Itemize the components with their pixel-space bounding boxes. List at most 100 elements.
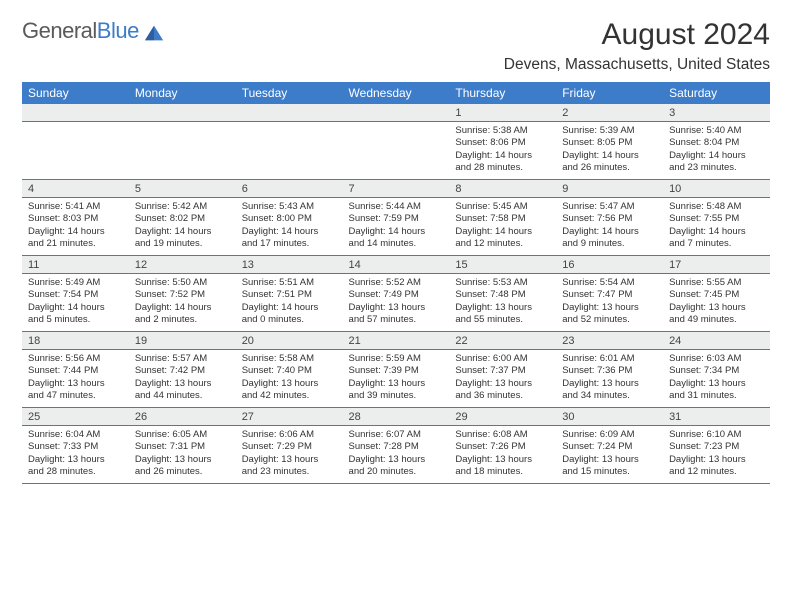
day-number-cell: 28 — [343, 408, 450, 426]
day-detail-cell: Sunrise: 5:44 AMSunset: 7:59 PMDaylight:… — [343, 198, 450, 256]
sunset-text: Sunset: 8:04 PM — [669, 137, 764, 149]
sunset-text: Sunset: 8:06 PM — [455, 137, 550, 149]
day-detail-cell: Sunrise: 5:51 AMSunset: 7:51 PMDaylight:… — [236, 274, 343, 332]
daylight-text: Daylight: 14 hours and 0 minutes. — [242, 302, 337, 327]
daylight-text: Daylight: 13 hours and 15 minutes. — [562, 454, 657, 479]
daylight-text: Daylight: 13 hours and 12 minutes. — [669, 454, 764, 479]
day-detail-cell: Sunrise: 6:07 AMSunset: 7:28 PMDaylight:… — [343, 426, 450, 484]
sunset-text: Sunset: 7:23 PM — [669, 441, 764, 453]
daylight-text: Daylight: 13 hours and 20 minutes. — [349, 454, 444, 479]
day-detail-cell: Sunrise: 6:03 AMSunset: 7:34 PMDaylight:… — [663, 350, 770, 408]
day-detail-cell: Sunrise: 5:57 AMSunset: 7:42 PMDaylight:… — [129, 350, 236, 408]
daylight-text: Daylight: 14 hours and 19 minutes. — [135, 226, 230, 251]
sunrise-text: Sunrise: 6:00 AM — [455, 353, 550, 365]
day-number-cell: 16 — [556, 256, 663, 274]
day-number-cell: 21 — [343, 332, 450, 350]
sunrise-text: Sunrise: 5:53 AM — [455, 277, 550, 289]
day-detail-cell — [343, 122, 450, 180]
sunset-text: Sunset: 7:59 PM — [349, 213, 444, 225]
detail-row: Sunrise: 5:38 AMSunset: 8:06 PMDaylight:… — [22, 122, 770, 180]
sunset-text: Sunset: 7:33 PM — [28, 441, 123, 453]
day-detail-cell: Sunrise: 5:55 AMSunset: 7:45 PMDaylight:… — [663, 274, 770, 332]
day-number-cell: 5 — [129, 180, 236, 198]
sunset-text: Sunset: 7:58 PM — [455, 213, 550, 225]
sunset-text: Sunset: 8:03 PM — [28, 213, 123, 225]
sunset-text: Sunset: 7:54 PM — [28, 289, 123, 301]
day-header: Monday — [129, 82, 236, 104]
day-detail-cell: Sunrise: 5:49 AMSunset: 7:54 PMDaylight:… — [22, 274, 129, 332]
detail-row: Sunrise: 5:41 AMSunset: 8:03 PMDaylight:… — [22, 198, 770, 256]
day-number-cell — [129, 104, 236, 122]
day-header: Thursday — [449, 82, 556, 104]
sunset-text: Sunset: 7:40 PM — [242, 365, 337, 377]
day-detail-cell: Sunrise: 5:59 AMSunset: 7:39 PMDaylight:… — [343, 350, 450, 408]
day-number-cell: 12 — [129, 256, 236, 274]
day-detail-cell: Sunrise: 5:43 AMSunset: 8:00 PMDaylight:… — [236, 198, 343, 256]
daylight-text: Daylight: 13 hours and 31 minutes. — [669, 378, 764, 403]
day-header: Saturday — [663, 82, 770, 104]
daylight-text: Daylight: 14 hours and 21 minutes. — [28, 226, 123, 251]
sunrise-text: Sunrise: 5:59 AM — [349, 353, 444, 365]
daylight-text: Daylight: 14 hours and 28 minutes. — [455, 150, 550, 175]
day-number-cell: 19 — [129, 332, 236, 350]
sunrise-text: Sunrise: 5:47 AM — [562, 201, 657, 213]
sunset-text: Sunset: 8:00 PM — [242, 213, 337, 225]
sunset-text: Sunset: 7:31 PM — [135, 441, 230, 453]
day-number-cell: 27 — [236, 408, 343, 426]
day-detail-cell: Sunrise: 5:45 AMSunset: 7:58 PMDaylight:… — [449, 198, 556, 256]
day-number-cell: 26 — [129, 408, 236, 426]
detail-row: Sunrise: 5:49 AMSunset: 7:54 PMDaylight:… — [22, 274, 770, 332]
brand-mark-icon — [143, 22, 165, 44]
sunrise-text: Sunrise: 6:07 AM — [349, 429, 444, 441]
sunset-text: Sunset: 7:56 PM — [562, 213, 657, 225]
sunrise-text: Sunrise: 6:05 AM — [135, 429, 230, 441]
sunrise-text: Sunrise: 5:40 AM — [669, 125, 764, 137]
day-detail-cell: Sunrise: 5:39 AMSunset: 8:05 PMDaylight:… — [556, 122, 663, 180]
sunrise-text: Sunrise: 5:41 AM — [28, 201, 123, 213]
daylight-text: Daylight: 13 hours and 26 minutes. — [135, 454, 230, 479]
daylight-text: Daylight: 13 hours and 36 minutes. — [455, 378, 550, 403]
sunset-text: Sunset: 8:05 PM — [562, 137, 657, 149]
sunrise-text: Sunrise: 5:43 AM — [242, 201, 337, 213]
day-detail-cell: Sunrise: 5:47 AMSunset: 7:56 PMDaylight:… — [556, 198, 663, 256]
daylight-text: Daylight: 13 hours and 49 minutes. — [669, 302, 764, 327]
brand-name-2: Blue — [97, 18, 139, 43]
daylight-text: Daylight: 13 hours and 28 minutes. — [28, 454, 123, 479]
sunrise-text: Sunrise: 6:01 AM — [562, 353, 657, 365]
day-detail-cell — [22, 122, 129, 180]
calendar-table: Sunday Monday Tuesday Wednesday Thursday… — [22, 82, 770, 484]
daynum-row: 45678910 — [22, 180, 770, 198]
daylight-text: Daylight: 13 hours and 42 minutes. — [242, 378, 337, 403]
day-header-row: Sunday Monday Tuesday Wednesday Thursday… — [22, 82, 770, 104]
daylight-text: Daylight: 13 hours and 52 minutes. — [562, 302, 657, 327]
daylight-text: Daylight: 13 hours and 18 minutes. — [455, 454, 550, 479]
day-number-cell: 23 — [556, 332, 663, 350]
daylight-text: Daylight: 14 hours and 9 minutes. — [562, 226, 657, 251]
daylight-text: Daylight: 14 hours and 26 minutes. — [562, 150, 657, 175]
sunrise-text: Sunrise: 5:38 AM — [455, 125, 550, 137]
daylight-text: Daylight: 14 hours and 5 minutes. — [28, 302, 123, 327]
day-detail-cell — [236, 122, 343, 180]
day-detail-cell: Sunrise: 6:05 AMSunset: 7:31 PMDaylight:… — [129, 426, 236, 484]
day-number-cell: 20 — [236, 332, 343, 350]
sunset-text: Sunset: 7:24 PM — [562, 441, 657, 453]
day-detail-cell: Sunrise: 5:40 AMSunset: 8:04 PMDaylight:… — [663, 122, 770, 180]
sunrise-text: Sunrise: 5:48 AM — [669, 201, 764, 213]
sunset-text: Sunset: 7:49 PM — [349, 289, 444, 301]
day-number-cell: 1 — [449, 104, 556, 122]
day-number-cell: 3 — [663, 104, 770, 122]
sunrise-text: Sunrise: 5:39 AM — [562, 125, 657, 137]
sunset-text: Sunset: 7:45 PM — [669, 289, 764, 301]
sunset-text: Sunset: 7:44 PM — [28, 365, 123, 377]
day-detail-cell: Sunrise: 6:09 AMSunset: 7:24 PMDaylight:… — [556, 426, 663, 484]
day-number-cell: 10 — [663, 180, 770, 198]
day-number-cell: 15 — [449, 256, 556, 274]
day-number-cell: 2 — [556, 104, 663, 122]
sunrise-text: Sunrise: 6:03 AM — [669, 353, 764, 365]
sunset-text: Sunset: 7:28 PM — [349, 441, 444, 453]
sunrise-text: Sunrise: 5:44 AM — [349, 201, 444, 213]
sunset-text: Sunset: 7:51 PM — [242, 289, 337, 301]
day-detail-cell: Sunrise: 5:50 AMSunset: 7:52 PMDaylight:… — [129, 274, 236, 332]
day-header: Tuesday — [236, 82, 343, 104]
daynum-row: 18192021222324 — [22, 332, 770, 350]
